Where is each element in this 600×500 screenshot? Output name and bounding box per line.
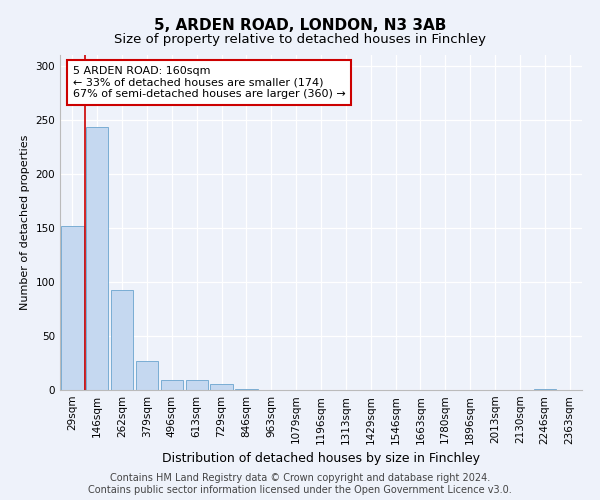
Bar <box>211 384 233 390</box>
Bar <box>136 361 158 390</box>
Bar <box>235 389 257 390</box>
Bar <box>86 128 109 390</box>
Bar <box>161 380 183 390</box>
Y-axis label: Number of detached properties: Number of detached properties <box>20 135 30 310</box>
Text: 5 ARDEN ROAD: 160sqm
← 33% of detached houses are smaller (174)
67% of semi-deta: 5 ARDEN ROAD: 160sqm ← 33% of detached h… <box>73 66 346 99</box>
Bar <box>533 389 556 390</box>
X-axis label: Distribution of detached houses by size in Finchley: Distribution of detached houses by size … <box>162 452 480 465</box>
Bar <box>61 226 83 390</box>
Text: Size of property relative to detached houses in Finchley: Size of property relative to detached ho… <box>114 32 486 46</box>
Text: 5, ARDEN ROAD, LONDON, N3 3AB: 5, ARDEN ROAD, LONDON, N3 3AB <box>154 18 446 32</box>
Bar <box>185 380 208 390</box>
Text: Contains HM Land Registry data © Crown copyright and database right 2024.
Contai: Contains HM Land Registry data © Crown c… <box>88 474 512 495</box>
Bar <box>111 290 133 390</box>
